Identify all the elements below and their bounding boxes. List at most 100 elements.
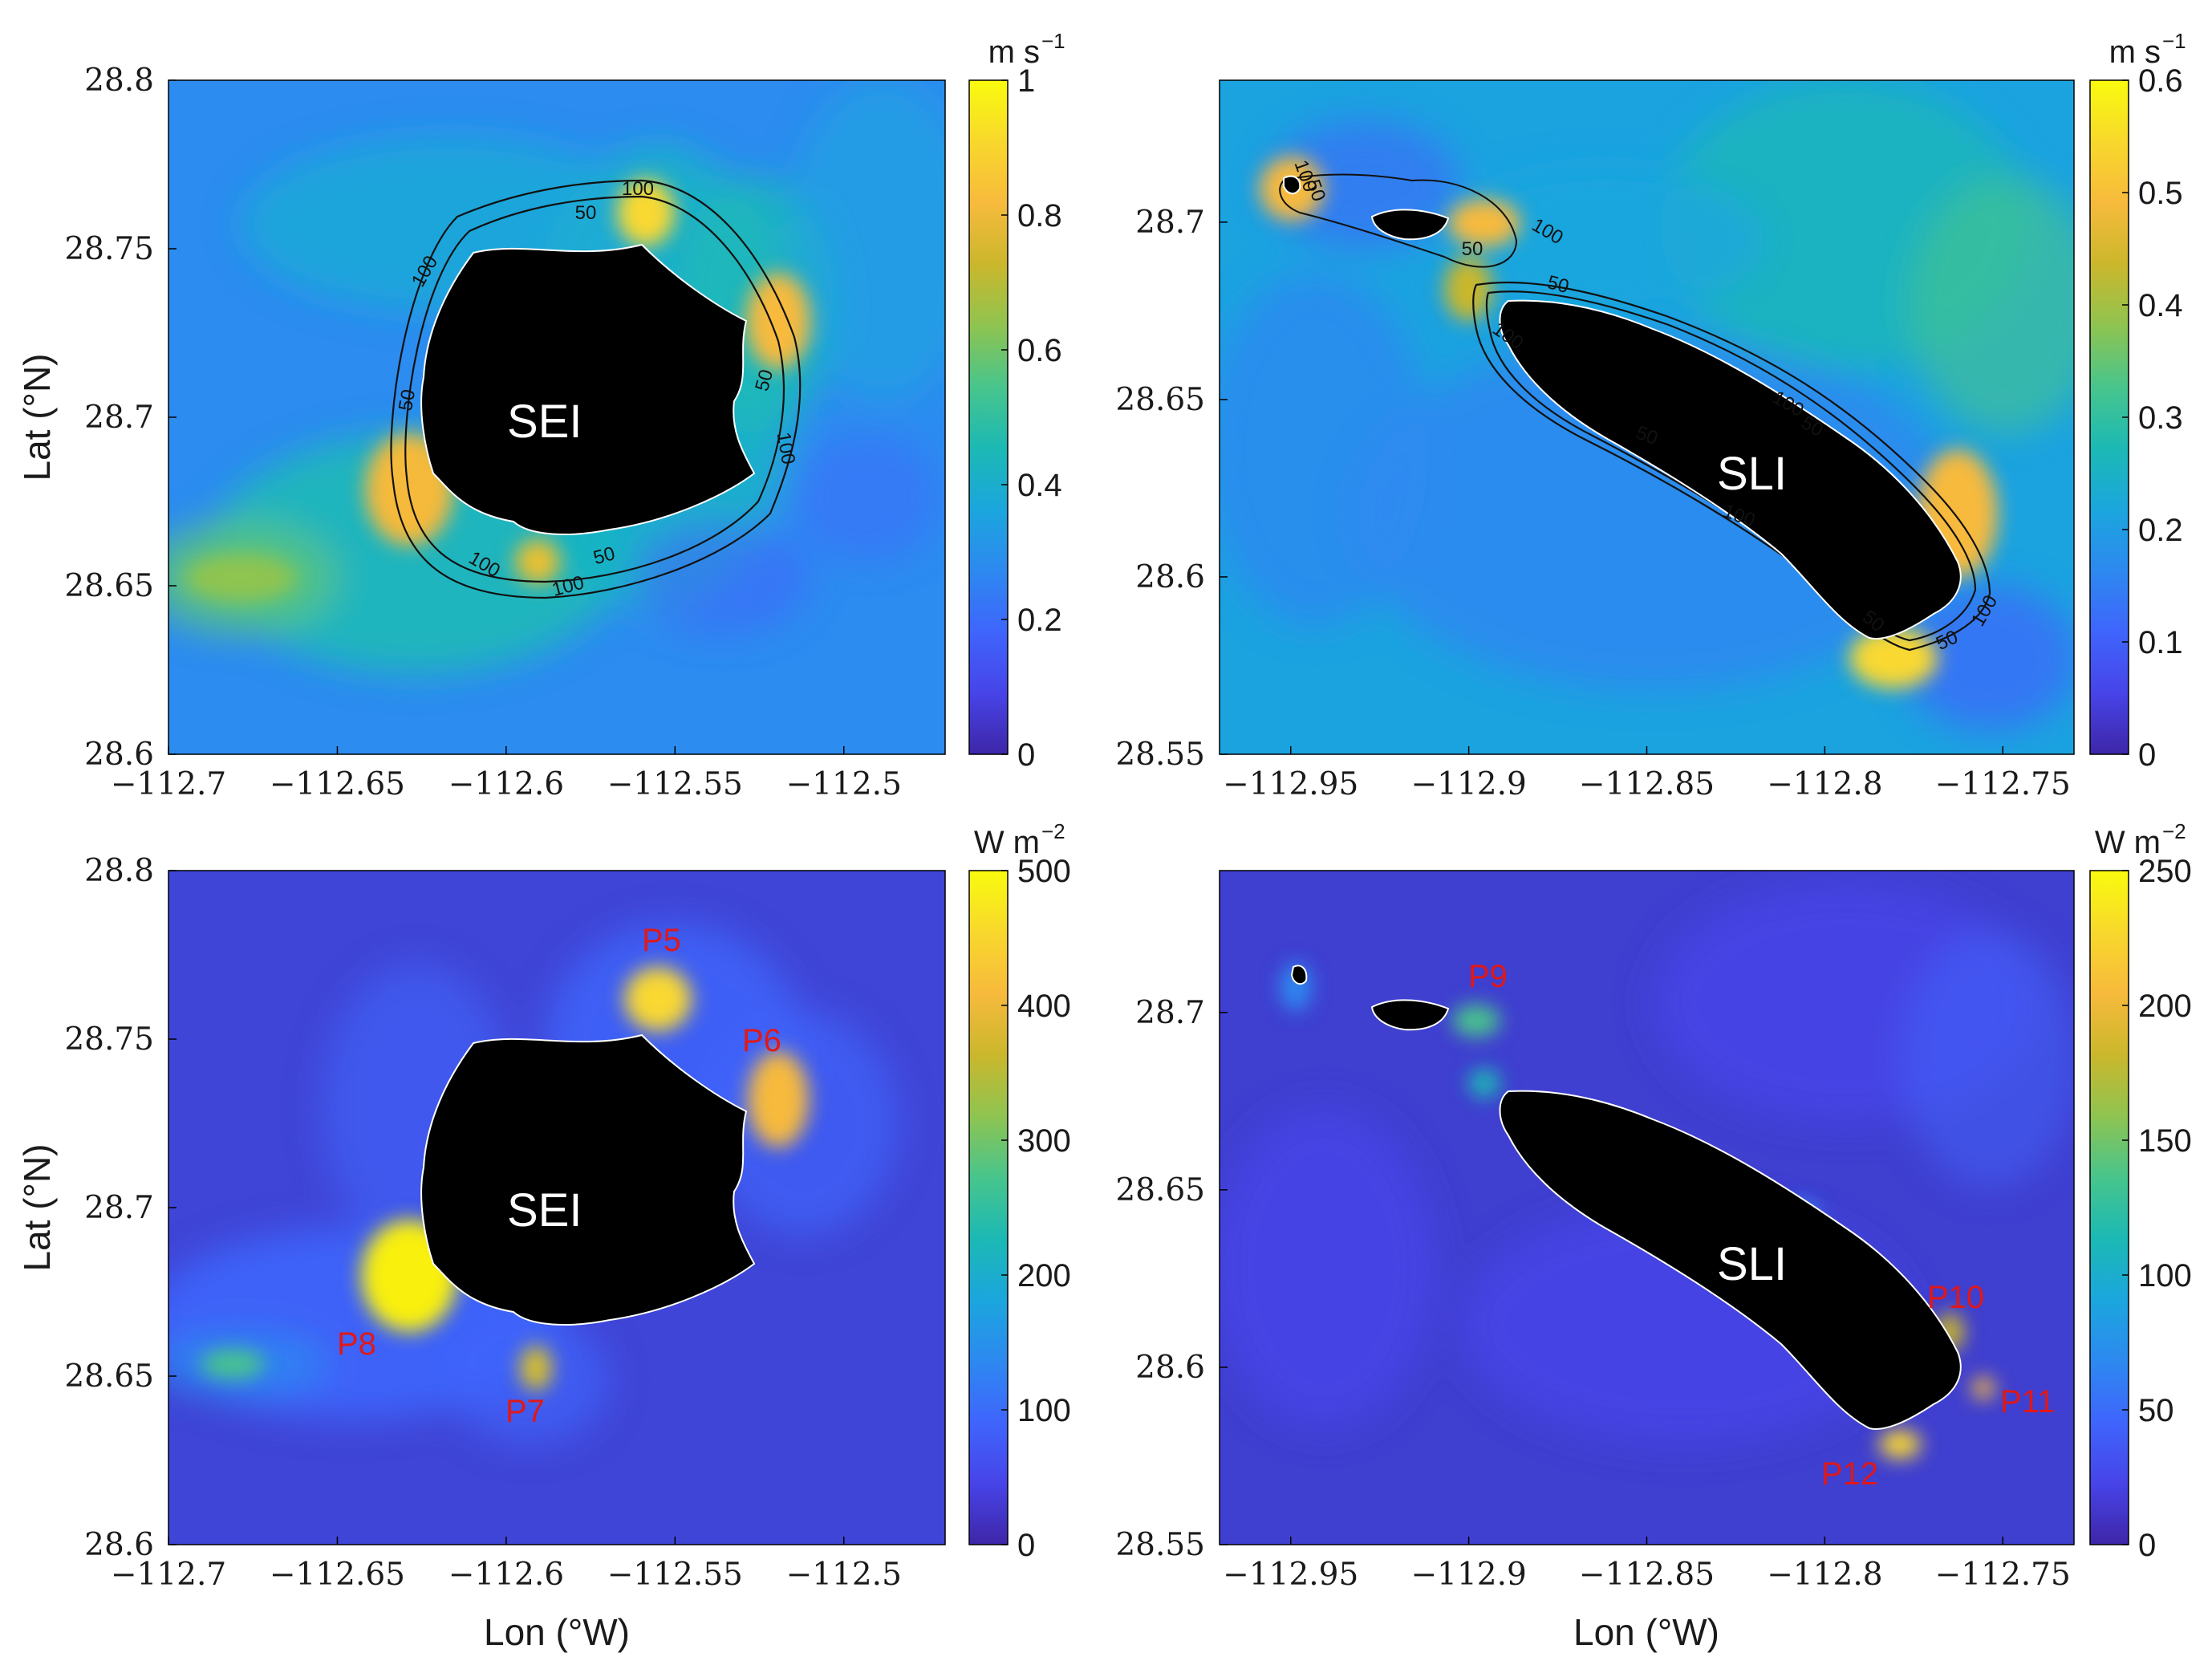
- x-tick-label: −112.6: [448, 766, 564, 802]
- colorbar-tick-label: 100: [2138, 1258, 2192, 1293]
- x-axis-label-right: Lon (°W): [1573, 1611, 1719, 1653]
- islet-west: [1283, 175, 1301, 195]
- islet-north: [1370, 209, 1450, 241]
- x-tick-label: −112.55: [607, 766, 743, 802]
- island-sli: [1499, 299, 1962, 640]
- island-label-sei: SEI: [507, 396, 582, 448]
- island-sei: [420, 243, 756, 535]
- island-sei: [420, 1033, 756, 1326]
- power-field-sli: SLI: [1220, 871, 2074, 1545]
- power-field-sei: SEI: [168, 871, 945, 1545]
- y-axis-label-bottom: Lat (°N): [16, 1144, 58, 1272]
- contour-label: 100: [622, 178, 654, 200]
- point-label-p10: P10: [1927, 1280, 1984, 1315]
- x-tick-label: −112.6: [448, 1557, 564, 1593]
- colorbar: [2089, 870, 2129, 1545]
- colorbar-tick-label: 0: [2138, 1528, 2156, 1563]
- island-label-sei: SEI: [507, 1184, 582, 1237]
- colorbar-unit-exponent: −2: [1041, 819, 1065, 843]
- point-label-p7: P7: [505, 1394, 545, 1429]
- y-tick-label: 28.6: [1135, 1350, 1205, 1386]
- x-tick-label: −112.55: [607, 1557, 743, 1593]
- contour-label: 50: [395, 388, 420, 412]
- colorbar-tick-label: 100: [1017, 1393, 1071, 1428]
- colorbar-tick-label: 0: [1017, 1528, 1035, 1563]
- colorbar-tick-label: 0: [2138, 737, 2156, 773]
- colorbar-unit: m s: [988, 35, 1040, 70]
- y-tick-label: 28.55: [1115, 1527, 1205, 1563]
- y-tick-label: 28.65: [1115, 1172, 1205, 1208]
- colorbar-tick-label: 0.2: [1017, 603, 1062, 638]
- y-tick-label: 28.75: [64, 1021, 154, 1058]
- y-tick-label: 28.7: [84, 400, 154, 436]
- contour-50-sei: [404, 195, 785, 583]
- colorbar-unit: W m: [974, 825, 1040, 860]
- colorbar: [968, 79, 1009, 755]
- colorbar-unit-exponent: −1: [2162, 29, 2186, 53]
- x-tick-label: −112.5: [786, 766, 902, 802]
- colorbar-tick-label: 0.8: [1017, 198, 1062, 233]
- colorbar-unit: W m: [2095, 825, 2161, 860]
- point-label-p5: P5: [642, 923, 681, 958]
- point-label-p11: P11: [2000, 1384, 2055, 1419]
- speed-field-sei: SEI 100 50 100 50 50 100 100 50 100: [168, 80, 945, 754]
- x-tick-label: −112.5: [786, 1557, 902, 1593]
- x-tick-label: −112.95: [1223, 1557, 1358, 1593]
- panel-c: SEI P5 P6 P7 P8: [168, 870, 946, 1545]
- x-tick-label: −112.85: [1579, 1557, 1715, 1593]
- contour-100-sli: [1472, 281, 1991, 652]
- x-tick-label: −112.85: [1579, 766, 1715, 802]
- colorbar-unit: m s: [2109, 35, 2161, 70]
- panel-b: SLI 100 50 50 100 100 50 50 100 50 50 10…: [1219, 79, 2075, 755]
- x-tick-label: −112.95: [1223, 766, 1358, 802]
- colorbar-tick-label: 500: [1017, 854, 1071, 889]
- contour-100-sli-north: [1279, 173, 1518, 268]
- colorbar-tick-label: 200: [2138, 989, 2192, 1024]
- point-label-p6: P6: [742, 1023, 781, 1058]
- island-label-sli: SLI: [1717, 448, 1787, 500]
- colorbar-tick-label: 400: [1017, 989, 1071, 1024]
- colorbar-tick-label: 0.2: [2138, 513, 2183, 548]
- colorbar-tick-label: 0.5: [2138, 176, 2183, 211]
- x-tick-label: −112.9: [1410, 1557, 1526, 1593]
- speed-field-sli: SLI 100 50 50 100 100 50 50 100 50 50 10…: [1220, 80, 2074, 754]
- y-tick-label: 28.6: [1135, 559, 1205, 595]
- contour-50-sli: [1485, 290, 1977, 642]
- x-tick-label: −112.9: [1410, 766, 1526, 802]
- island-label-sli: SLI: [1717, 1238, 1787, 1290]
- x-tick-label: −112.8: [1767, 1557, 1882, 1593]
- hotspot-a-1: [617, 179, 675, 246]
- colorbar-tick-label: 0.6: [2138, 63, 2183, 99]
- colorbar-tick-label: 250: [2138, 854, 2192, 889]
- colorbar-tick-label: 0.1: [2138, 625, 2183, 660]
- y-tick-label: 28.55: [1115, 737, 1205, 773]
- y-tick-label: 28.65: [64, 1358, 154, 1395]
- colorbar-tick-label: 0.4: [2138, 288, 2183, 323]
- panel-a: SEI 100 50 100 50 50 100 100 50 100: [168, 79, 946, 755]
- x-tick-label: −112.7: [111, 766, 226, 802]
- y-tick-label: 28.65: [1115, 382, 1205, 418]
- y-tick-label: 28.75: [64, 231, 154, 267]
- colorbar-tick-label: 0.3: [2138, 400, 2183, 436]
- colorbar-tick-label: 0.6: [1017, 333, 1062, 368]
- x-tick-label: −112.65: [270, 766, 405, 802]
- contour-label: 50: [575, 202, 597, 224]
- colorbar-tick-label: 200: [1017, 1258, 1071, 1293]
- colorbar-tick-label: 50: [2138, 1393, 2174, 1428]
- colorbar: [968, 870, 1009, 1545]
- x-axis-label-left: Lon (°W): [484, 1611, 630, 1653]
- point-label-p12: P12: [1821, 1456, 1878, 1492]
- x-tick-label: −112.75: [1935, 1557, 2071, 1593]
- x-tick-label: −112.65: [270, 1557, 405, 1593]
- colorbar-tick-label: 0.4: [1017, 468, 1062, 503]
- point-label-p8: P8: [337, 1326, 376, 1362]
- y-tick-label: 28.6: [84, 737, 154, 773]
- colorbar-tick-label: 300: [1017, 1123, 1071, 1159]
- colorbar-tick-label: 150: [2138, 1123, 2192, 1159]
- tick-labels: −112.7 −112.65 −112.6 −112.55 −112.5 28.6 28.6…: [64, 63, 2070, 1593]
- contour-100-sei: [390, 179, 802, 599]
- colorbar-unit-exponent: −2: [2162, 819, 2186, 843]
- y-tick-label: 28.6: [84, 1527, 154, 1563]
- x-tick-label: −112.7: [111, 1557, 226, 1593]
